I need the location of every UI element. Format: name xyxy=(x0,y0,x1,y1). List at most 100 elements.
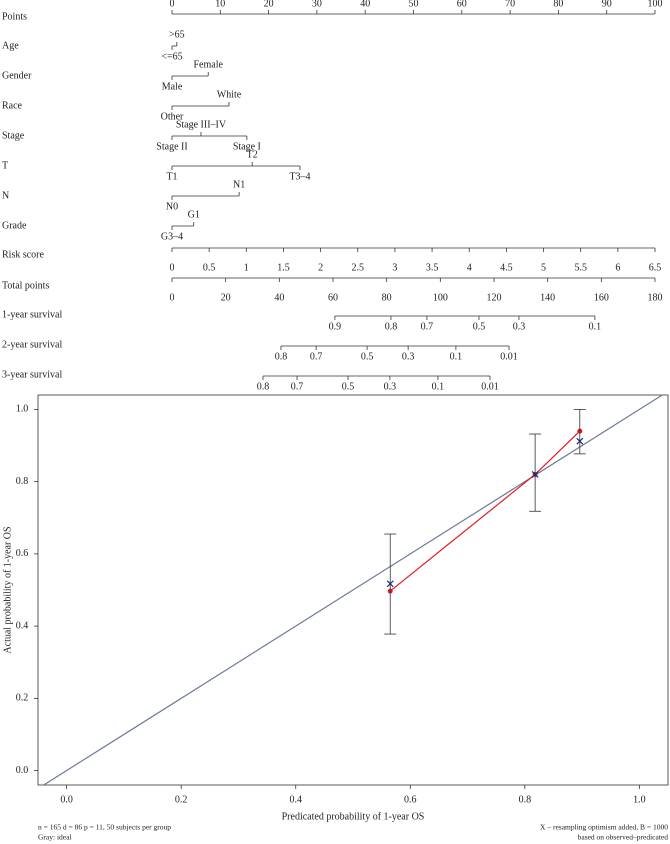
row-label: Grade xyxy=(2,220,27,231)
x-tick-label: 0.6 xyxy=(404,794,417,805)
row-label: Stage xyxy=(2,130,25,141)
tick-label: 6 xyxy=(615,262,620,273)
footnote: Gray: ideal xyxy=(38,833,72,842)
row-label: Age xyxy=(2,40,19,51)
tick-label: 0.7 xyxy=(421,321,434,332)
point xyxy=(576,437,584,445)
level-label: G1 xyxy=(188,209,200,220)
footnote: X – resampling optimism added, B = 1000 xyxy=(540,823,668,832)
tick-label: 0.5 xyxy=(361,351,374,362)
level-label: G3–4 xyxy=(161,231,183,242)
tick-label: 60 xyxy=(328,292,338,303)
tick-label: 140 xyxy=(540,292,555,303)
tick-label: 0.8 xyxy=(275,351,288,362)
tick-label: 90 xyxy=(602,0,612,9)
row-label: N xyxy=(2,190,9,201)
tick-label: 0.1 xyxy=(432,381,445,392)
tick-label: 0.8 xyxy=(385,321,398,332)
series-line xyxy=(389,430,581,592)
tick-label: 50 xyxy=(409,0,419,9)
tick-label: 100 xyxy=(648,0,663,9)
tick-label: 0 xyxy=(170,292,175,303)
level-label: <=65 xyxy=(161,51,182,62)
tick-label: 20 xyxy=(264,0,274,9)
tick-label: 0.5 xyxy=(473,321,486,332)
tick-label: 120 xyxy=(487,292,502,303)
tick-label: 2.5 xyxy=(352,262,365,273)
tick-label: 0.01 xyxy=(481,381,499,392)
row-label: Points xyxy=(2,11,27,22)
y-axis-label: Actual probability of 1-year OS xyxy=(2,526,13,653)
tick-label: 4.5 xyxy=(500,262,513,273)
tick-label: 20 xyxy=(221,292,231,303)
tick-label: 40 xyxy=(274,292,284,303)
ideal-line xyxy=(43,394,663,786)
level-label: Male xyxy=(162,81,183,92)
tick-label: 0.1 xyxy=(450,351,463,362)
tick-label: 4 xyxy=(467,262,472,273)
y-tick-label: 0.2 xyxy=(16,693,29,704)
tick-label: 0.8 xyxy=(257,381,270,392)
tick-label: 2 xyxy=(318,262,323,273)
tick-label: 0.7 xyxy=(291,381,304,392)
tick-label: 0.5 xyxy=(203,262,216,273)
tick-label: 0.1 xyxy=(589,321,602,332)
y-tick-label: 0.4 xyxy=(16,620,29,631)
x-tick-label: 0.4 xyxy=(289,794,302,805)
y-tick-label: 0.8 xyxy=(16,476,29,487)
row-label: Risk score xyxy=(2,249,45,260)
tick-label: 0.5 xyxy=(342,381,355,392)
level-label: T3–4 xyxy=(289,171,310,182)
level-label: Female xyxy=(194,59,224,70)
row-label: T xyxy=(2,160,8,171)
tick-label: 30 xyxy=(312,0,322,9)
x-tick-label: 1.0 xyxy=(633,794,646,805)
plot-frame xyxy=(37,394,669,786)
point xyxy=(386,580,394,588)
tick-label: 10 xyxy=(215,0,225,9)
y-tick-label: 0.0 xyxy=(16,765,29,776)
level-label: N1 xyxy=(233,179,245,190)
level-label: Stage I xyxy=(233,141,261,152)
footnote: based on observed–predicated xyxy=(578,833,669,842)
level-label: Stage II xyxy=(156,141,187,152)
tick-label: 5.5 xyxy=(574,262,587,273)
level-label: Other xyxy=(161,111,184,122)
level-label: White xyxy=(217,89,242,100)
tick-label: 80 xyxy=(382,292,392,303)
tick-label: 0.9 xyxy=(329,321,342,332)
tick-label: 100 xyxy=(433,292,448,303)
tick-label: 0.01 xyxy=(500,351,518,362)
tick-label: 60 xyxy=(457,0,467,9)
tick-label: 160 xyxy=(594,292,609,303)
tick-label: 3 xyxy=(392,262,397,273)
tick-label: 0 xyxy=(170,262,175,273)
tick-label: 6.5 xyxy=(649,262,662,273)
row-label: 3-year survival xyxy=(2,369,62,380)
tick-label: 0.7 xyxy=(310,351,323,362)
level-label: >65 xyxy=(169,29,185,40)
level-label: Stage III–IV xyxy=(176,119,227,130)
tick-label: 3.5 xyxy=(426,262,439,273)
row-label: 1-year survival xyxy=(2,309,62,320)
tick-label: 0.3 xyxy=(402,351,415,362)
tick-label: 0.3 xyxy=(384,381,397,392)
tick-label: 1.5 xyxy=(277,262,290,273)
footnote: n = 165 d = 86 p = 11, 50 subjects per g… xyxy=(38,823,171,832)
x-tick-label: 0.2 xyxy=(175,794,188,805)
tick-label: 1 xyxy=(244,262,249,273)
row-label: Race xyxy=(2,100,23,111)
row-label: Gender xyxy=(2,70,32,81)
tick-label: 0.3 xyxy=(513,321,526,332)
point xyxy=(531,471,539,478)
x-tick-label: 0.8 xyxy=(519,794,532,805)
level-label: T2 xyxy=(247,149,258,160)
x-axis-label: Predicated probability of 1-year OS xyxy=(282,811,425,822)
tick-label: 40 xyxy=(360,0,370,9)
tick-label: 80 xyxy=(553,0,563,9)
y-tick-label: 1.0 xyxy=(16,404,29,415)
tick-label: 5 xyxy=(541,262,546,273)
tick-label: 70 xyxy=(505,0,515,9)
